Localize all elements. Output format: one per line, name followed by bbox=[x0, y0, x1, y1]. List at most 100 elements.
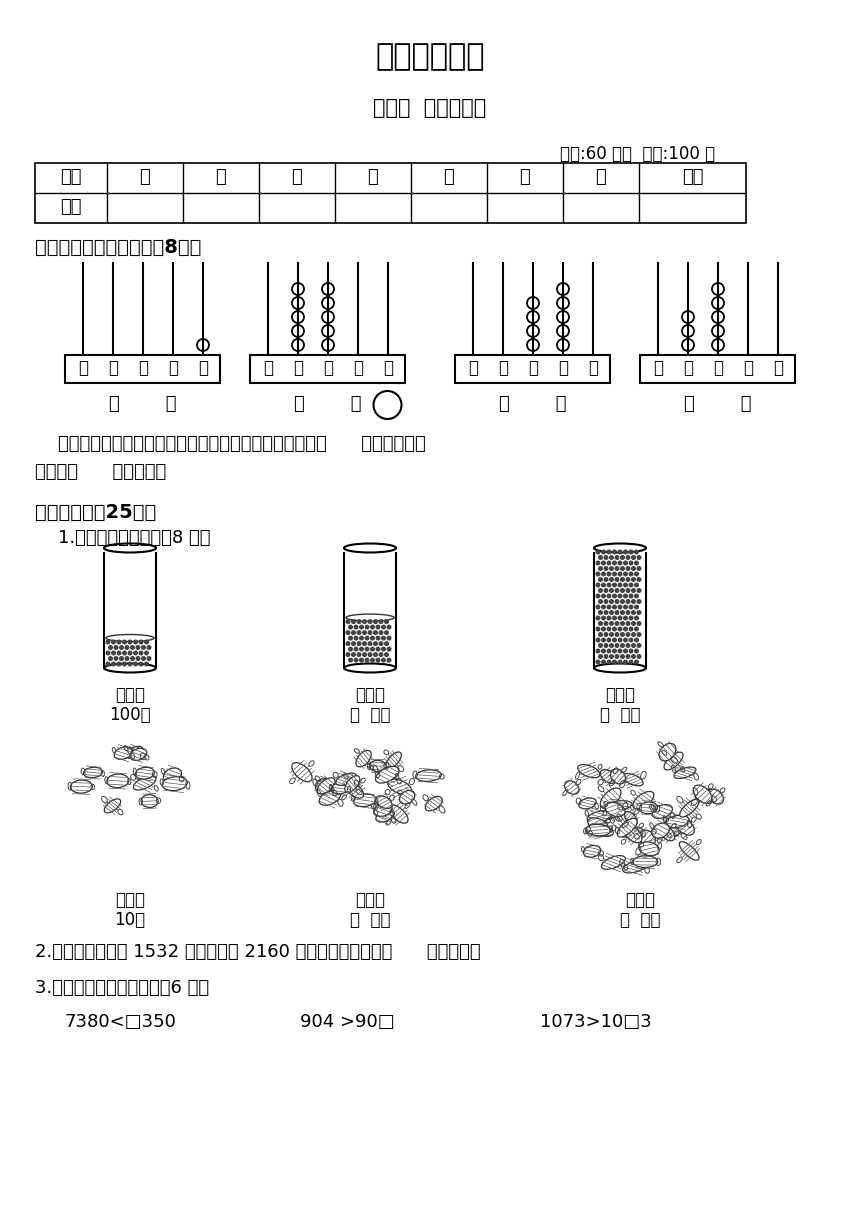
Text: 大约有: 大约有 bbox=[355, 891, 385, 910]
Circle shape bbox=[612, 660, 617, 664]
Circle shape bbox=[602, 550, 605, 553]
Circle shape bbox=[630, 550, 633, 553]
Circle shape bbox=[610, 632, 613, 636]
Circle shape bbox=[626, 599, 630, 603]
Circle shape bbox=[599, 610, 602, 614]
Circle shape bbox=[368, 642, 372, 646]
Ellipse shape bbox=[633, 856, 658, 867]
Circle shape bbox=[147, 657, 150, 660]
Circle shape bbox=[379, 653, 383, 657]
Ellipse shape bbox=[588, 818, 608, 833]
Ellipse shape bbox=[640, 801, 657, 814]
Ellipse shape bbox=[665, 815, 689, 828]
Ellipse shape bbox=[133, 776, 156, 790]
Circle shape bbox=[354, 625, 358, 629]
Text: 七: 七 bbox=[596, 168, 606, 186]
Text: 个: 个 bbox=[383, 359, 393, 377]
Text: 大约有: 大约有 bbox=[115, 891, 145, 910]
Text: 百: 百 bbox=[138, 359, 148, 377]
Circle shape bbox=[376, 636, 380, 640]
Ellipse shape bbox=[353, 794, 376, 806]
Ellipse shape bbox=[388, 805, 408, 823]
Circle shape bbox=[357, 653, 361, 657]
Ellipse shape bbox=[356, 750, 372, 767]
Circle shape bbox=[347, 620, 350, 624]
Text: 六: 六 bbox=[519, 168, 531, 186]
Ellipse shape bbox=[652, 823, 669, 838]
Text: 十: 十 bbox=[353, 359, 363, 377]
Circle shape bbox=[624, 617, 627, 620]
Circle shape bbox=[363, 653, 366, 657]
Circle shape bbox=[123, 663, 126, 666]
Circle shape bbox=[605, 589, 608, 592]
Circle shape bbox=[359, 636, 363, 640]
Circle shape bbox=[136, 657, 140, 660]
Circle shape bbox=[120, 657, 123, 660]
Circle shape bbox=[605, 643, 608, 647]
Ellipse shape bbox=[624, 811, 637, 826]
Circle shape bbox=[106, 652, 110, 654]
Ellipse shape bbox=[623, 773, 643, 786]
Circle shape bbox=[114, 646, 118, 649]
Circle shape bbox=[615, 654, 619, 658]
Ellipse shape bbox=[378, 770, 396, 781]
Circle shape bbox=[630, 660, 633, 664]
Text: 五: 五 bbox=[444, 168, 454, 186]
Circle shape bbox=[368, 620, 372, 624]
Text: 总分: 总分 bbox=[682, 168, 703, 186]
Circle shape bbox=[599, 621, 602, 625]
Circle shape bbox=[630, 562, 633, 564]
Ellipse shape bbox=[659, 743, 676, 761]
Circle shape bbox=[379, 642, 383, 646]
Circle shape bbox=[607, 550, 611, 553]
Circle shape bbox=[635, 649, 638, 653]
Circle shape bbox=[139, 640, 143, 643]
Circle shape bbox=[133, 640, 138, 643]
Circle shape bbox=[605, 556, 608, 559]
Ellipse shape bbox=[335, 773, 357, 786]
Circle shape bbox=[144, 640, 148, 643]
Circle shape bbox=[630, 617, 633, 620]
Text: 1073>10□3: 1073>10□3 bbox=[540, 1013, 652, 1031]
Text: 比一比  有多少个字: 比一比 有多少个字 bbox=[373, 98, 487, 118]
Circle shape bbox=[607, 584, 611, 587]
Circle shape bbox=[612, 584, 617, 587]
Circle shape bbox=[632, 621, 636, 625]
Circle shape bbox=[347, 642, 350, 646]
Circle shape bbox=[596, 550, 599, 553]
Ellipse shape bbox=[640, 831, 655, 846]
Ellipse shape bbox=[400, 790, 415, 804]
Circle shape bbox=[637, 610, 641, 614]
Circle shape bbox=[596, 627, 599, 631]
Circle shape bbox=[599, 567, 602, 570]
Circle shape bbox=[359, 647, 363, 651]
Circle shape bbox=[612, 627, 617, 631]
Text: 千: 千 bbox=[498, 359, 508, 377]
Circle shape bbox=[359, 658, 363, 662]
Ellipse shape bbox=[415, 770, 441, 782]
Ellipse shape bbox=[114, 747, 132, 759]
Circle shape bbox=[610, 567, 613, 570]
Circle shape bbox=[357, 620, 361, 624]
Circle shape bbox=[607, 562, 611, 564]
Circle shape bbox=[348, 647, 353, 651]
Circle shape bbox=[368, 653, 372, 657]
Ellipse shape bbox=[601, 856, 625, 869]
Ellipse shape bbox=[292, 762, 312, 782]
Bar bbox=[640, 355, 795, 383]
Circle shape bbox=[637, 643, 641, 647]
Ellipse shape bbox=[579, 798, 596, 809]
Circle shape bbox=[348, 625, 353, 629]
Circle shape bbox=[626, 556, 630, 559]
Circle shape bbox=[126, 657, 129, 660]
Circle shape bbox=[605, 610, 608, 614]
Text: 万: 万 bbox=[653, 359, 663, 377]
Circle shape bbox=[630, 573, 633, 576]
Ellipse shape bbox=[693, 786, 712, 804]
Circle shape bbox=[352, 653, 355, 657]
Ellipse shape bbox=[600, 788, 621, 809]
Circle shape bbox=[602, 638, 605, 642]
Circle shape bbox=[615, 578, 619, 581]
Circle shape bbox=[347, 653, 350, 657]
Circle shape bbox=[635, 660, 638, 664]
